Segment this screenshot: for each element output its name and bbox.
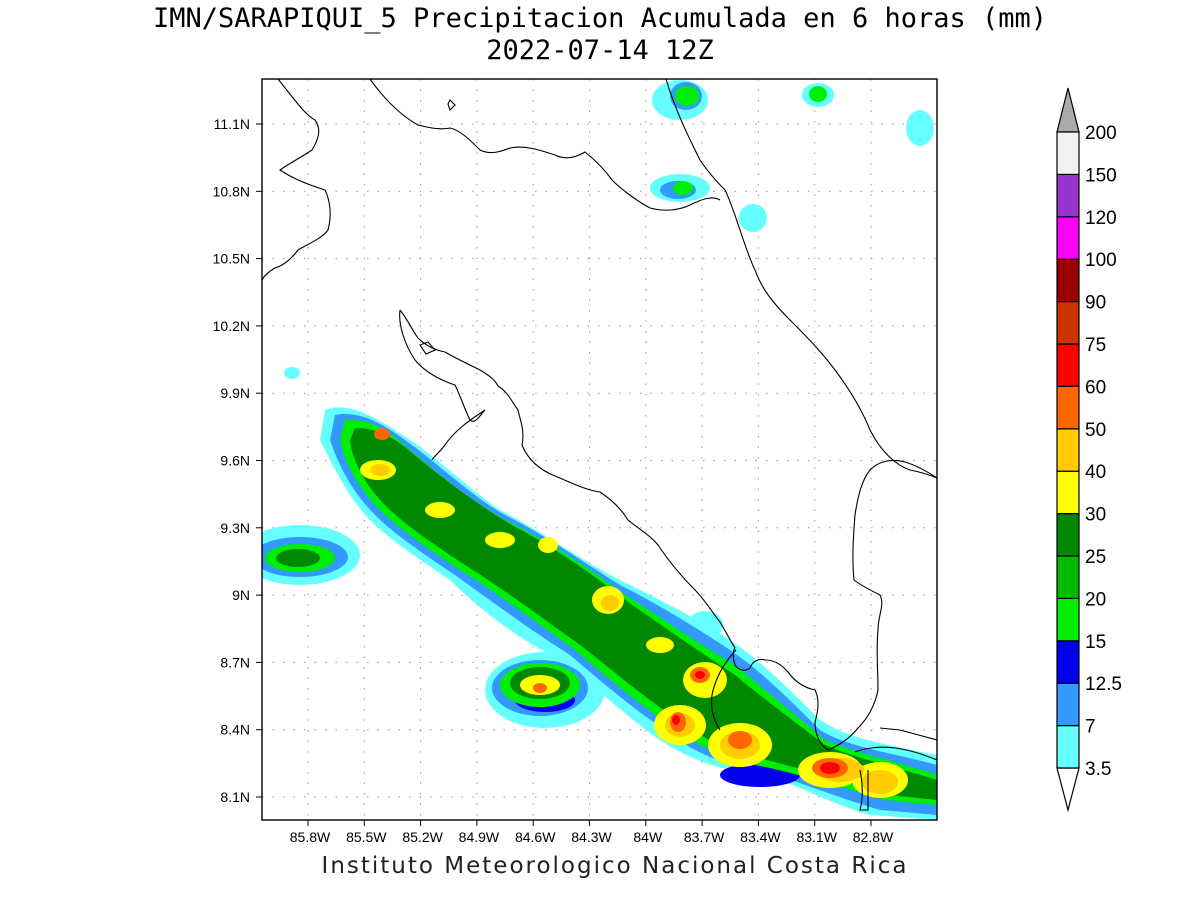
lon-label: 84.3W	[571, 829, 612, 845]
lat-label: 8.1N	[220, 789, 250, 805]
colorbar-label: 3.5	[1085, 759, 1111, 780]
colorbar-segment	[1056, 173, 1080, 218]
colorbar-segment	[1056, 640, 1080, 684]
colorbar-segment	[1056, 512, 1080, 557]
colorbar-label: 25	[1085, 547, 1106, 568]
colorbar-label: 100	[1085, 250, 1117, 271]
lat-label: 8.4N	[220, 722, 250, 738]
lon-label: 84.6W	[515, 829, 556, 845]
map-footer: Instituto Meteorologico Nacional Costa R…	[321, 853, 909, 879]
lon-label: 84W	[633, 829, 663, 845]
colorbar-label: 12.5	[1085, 674, 1122, 695]
lat-label: 10.8N	[213, 183, 250, 199]
lat-label: 9.6N	[220, 453, 250, 469]
colorbar-label: 90	[1085, 293, 1106, 314]
colorbar-label: 40	[1085, 462, 1106, 483]
colorbar-min-triangle	[1056, 767, 1080, 813]
latitude-labels: 11.1N 10.8N 10.5N 10.2N 9.9N 9.6N 9.3N 9N 8.7N 8.…	[213, 116, 262, 805]
colorbar-segment	[1056, 258, 1080, 303]
colorbar-label: 200	[1085, 123, 1117, 144]
colorbar-label: 20	[1085, 589, 1106, 610]
colorbar-label: 15	[1085, 632, 1106, 653]
colorbar-label: 120	[1085, 208, 1117, 229]
lat-label: 9.9N	[220, 385, 250, 401]
lon-label: 82.8W	[853, 829, 894, 845]
lon-label: 85.5W	[346, 829, 387, 845]
precipitation-colorbar: 3.5 7 12.5 15 20 25 30 40 50 60 75 90 100 120 150 200	[1056, 87, 1122, 813]
colorbar-label: 30	[1085, 505, 1106, 526]
precipitation-field	[262, 80, 937, 820]
colorbar-segment	[1056, 385, 1080, 430]
colorbar-segment	[1056, 724, 1080, 769]
colorbar-max-triangle	[1056, 87, 1080, 133]
colorbar-label: 150	[1085, 165, 1117, 186]
coastline	[262, 79, 937, 811]
colorbar-segment	[1056, 428, 1080, 472]
lon-label: 84.9W	[459, 829, 500, 845]
lon-label: 85.8W	[290, 829, 331, 845]
colorbar-segment	[1056, 682, 1080, 727]
colorbar-segment	[1056, 216, 1080, 260]
map-date: 2022-07-14 12Z	[486, 35, 714, 66]
lat-label: 10.2N	[213, 318, 250, 334]
colorbar-label: 7	[1085, 717, 1096, 738]
lat-label: 11.1N	[214, 116, 250, 132]
longitude-labels: 85.8W 85.5W 85.2W 84.9W 84.6W 84.3W 84W 83.7W 83…	[290, 820, 894, 845]
colorbar-label: 50	[1085, 420, 1106, 441]
map-frame	[261, 78, 938, 821]
colorbar-segment	[1056, 597, 1080, 642]
lat-label: 10.5N	[213, 251, 250, 267]
map-title: IMN/SARAPIQUI_5 Precipitacion Acumulada …	[152, 3, 1048, 34]
lon-label: 85.2W	[402, 829, 443, 845]
colorbar-segment	[1056, 343, 1080, 388]
lat-label: 9.3N	[220, 520, 250, 536]
lat-label: 9N	[232, 587, 250, 603]
colorbar-label: 75	[1085, 335, 1106, 356]
colorbar-segment	[1056, 555, 1080, 600]
lon-label: 83.4W	[740, 829, 781, 845]
lon-label: 83.1W	[796, 829, 837, 845]
colorbar-segment	[1056, 301, 1080, 345]
colorbar-segment	[1056, 131, 1080, 176]
colorbar-segment	[1056, 470, 1080, 515]
colorbar-label: 60	[1085, 377, 1106, 398]
lon-label: 83.7W	[684, 829, 725, 845]
lat-label: 8.7N	[220, 654, 250, 670]
